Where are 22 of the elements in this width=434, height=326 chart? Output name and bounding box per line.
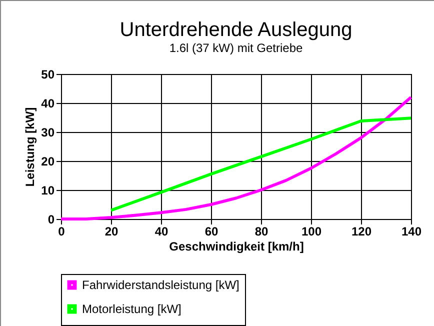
- chart-subtitle: 1.6l (37 kW) mit Getriebe: [169, 41, 304, 55]
- x-tick-label: 20: [104, 224, 118, 238]
- x-axis-title: Geschwindigkeit [km/h]: [169, 240, 304, 254]
- x-tick-label: 40: [154, 224, 168, 238]
- y-tick-label: 0: [48, 212, 55, 226]
- y-tick-label: 20: [41, 154, 55, 168]
- x-tick-label: 80: [254, 224, 268, 238]
- x-tick-label: 100: [301, 224, 322, 238]
- y-tick-label: 10: [41, 184, 55, 198]
- x-tick-label: 120: [351, 224, 372, 238]
- x-tick-label: 140: [401, 224, 422, 238]
- legend-label: Fahrwiderstandsleistung [kW]: [82, 278, 240, 292]
- y-axis-title: Leistung [kW]: [23, 107, 38, 187]
- y-tick-label: 50: [41, 68, 55, 82]
- line-series: [110, 116, 412, 212]
- line-series: [60, 96, 412, 220]
- y-tick-label: 40: [41, 96, 55, 110]
- legend-label: Motorleistung [kW]: [82, 302, 182, 316]
- x-tick-label: 60: [204, 224, 218, 238]
- x-tick-label: 0: [58, 224, 66, 238]
- y-tick-label: 30: [41, 126, 55, 140]
- chart-title: Unterdrehende Auslegung: [120, 19, 352, 41]
